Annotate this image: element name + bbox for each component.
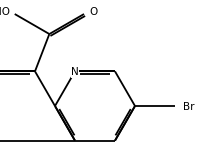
Text: O: O (89, 7, 98, 17)
Text: N: N (71, 67, 79, 77)
Text: Br: Br (183, 102, 194, 112)
Text: HO: HO (0, 7, 10, 17)
